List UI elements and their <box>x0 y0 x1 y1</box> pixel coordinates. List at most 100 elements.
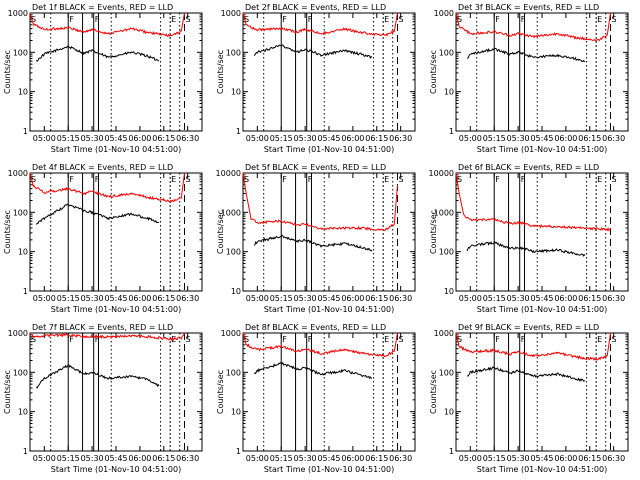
panel-title: Det 6f BLACK = Events, RED = LLD <box>458 163 599 172</box>
y-tick-label: 100 <box>13 368 28 377</box>
x-tick-label: 05:00 <box>459 294 482 303</box>
marker-label: S <box>244 175 249 184</box>
series-line-events <box>36 45 160 62</box>
series-line-lld <box>242 12 398 37</box>
x-tick-label: 06:00 <box>554 454 577 463</box>
x-axis-label: Start Time (01-Nov-10 04:51:00) <box>51 465 181 474</box>
marker-label: S <box>398 15 403 24</box>
x-tick-label: 05:15 <box>270 454 293 463</box>
x-tick-label: 05:30 <box>507 294 530 303</box>
series-line-events <box>466 240 586 257</box>
y-axis-label: Counts/sec <box>216 370 225 414</box>
marker-label: E <box>171 15 176 24</box>
y-tick-label: 100 <box>439 368 454 377</box>
series-line-lld <box>455 12 611 42</box>
x-axis-label: Start Time (01-Nov-10 04:51:00) <box>477 145 607 154</box>
marker-label: S <box>457 335 462 344</box>
y-tick-label: 10 <box>444 88 454 97</box>
series-line-events <box>253 361 373 380</box>
x-tick-label: 05:00 <box>246 454 269 463</box>
x-tick-label: 05:30 <box>81 294 104 303</box>
marker-label: S <box>611 175 616 184</box>
x-tick-label: 06:00 <box>554 294 577 303</box>
x-tick-label: 05:00 <box>33 454 56 463</box>
y-tick-label: 10000 <box>429 169 454 178</box>
y-tick-label: 100 <box>439 48 454 57</box>
x-tick-label: 05:45 <box>104 134 127 143</box>
y-tick-label: 100 <box>13 48 28 57</box>
y-tick-label: 1000 <box>434 329 454 338</box>
y-tick-label: 1 <box>449 127 454 136</box>
marker-label: E <box>597 335 602 344</box>
y-axis-label: Counts/sec <box>429 370 438 414</box>
series-line-events <box>36 364 160 389</box>
series-line-lld <box>29 12 185 38</box>
marker-label: E <box>384 15 389 24</box>
x-axis-label: Start Time (01-Nov-10 04:51:00) <box>477 465 607 474</box>
x-tick-label: 05:30 <box>294 454 317 463</box>
y-tick-label: 100 <box>439 248 454 257</box>
panel-title: Det 8f BLACK = Events, RED = LLD <box>245 323 386 332</box>
x-tick-label: 05:30 <box>507 454 530 463</box>
x-tick-label: 05:45 <box>530 134 553 143</box>
x-tick-label: 05:45 <box>104 294 127 303</box>
x-tick-label: 05:45 <box>530 294 553 303</box>
y-tick-label: 100 <box>226 48 241 57</box>
x-tick-label: 06:00 <box>128 454 151 463</box>
plot-frame <box>242 172 416 292</box>
x-axis-label: Start Time (01-Nov-10 04:51:00) <box>51 305 181 314</box>
y-tick-label: 10 <box>18 408 28 417</box>
marker-label: F <box>521 335 526 344</box>
y-tick-label: 100 <box>226 248 241 257</box>
x-tick-label: 05:30 <box>81 454 104 463</box>
x-tick-label: 05:15 <box>270 294 293 303</box>
x-tick-label: 06:00 <box>128 294 151 303</box>
x-axis-label: Start Time (01-Nov-10 04:51:00) <box>477 305 607 314</box>
y-tick-label: 1000 <box>221 208 241 217</box>
y-tick-label: 1000 <box>221 9 241 18</box>
x-tick-label: 06:30 <box>389 454 412 463</box>
x-tick-label: 05:00 <box>246 294 269 303</box>
marker-label: S <box>244 335 249 344</box>
marker-label: F <box>95 335 100 344</box>
x-tick-label: 05:45 <box>104 454 127 463</box>
x-tick-label: 06:00 <box>341 454 364 463</box>
marker-label: F <box>308 335 313 344</box>
x-tick-label: 06:30 <box>176 294 199 303</box>
detector-panel-3: Det 3f BLACK = Events, RED = LLD 1 10 100 10… <box>429 3 629 154</box>
detector-panel-4: Det 4f BLACK = Events, RED = LLD 1 10 100 10… <box>3 163 203 314</box>
marker-label: S <box>31 15 36 24</box>
x-tick-label: 06:30 <box>389 134 412 143</box>
y-tick-label: 10 <box>231 287 241 296</box>
detector-panel-9: Det 9f BLACK = Events, RED = LLD 1 10 100 10… <box>429 323 629 474</box>
y-tick-label: 1000 <box>434 208 454 217</box>
x-tick-label: 06:15 <box>578 134 601 143</box>
marker-label: S <box>611 335 616 344</box>
marker-label: E <box>384 175 389 184</box>
marker-label: E <box>597 15 602 24</box>
y-tick-label: 1 <box>23 447 28 456</box>
marker-label: S <box>457 175 462 184</box>
marker-label: F <box>282 15 287 24</box>
x-axis-label: Start Time (01-Nov-10 04:51:00) <box>264 465 394 474</box>
marker-label: F <box>521 175 526 184</box>
y-tick-label: 100 <box>13 208 28 217</box>
x-tick-label: 06:00 <box>128 134 151 143</box>
x-tick-label: 06:30 <box>602 294 625 303</box>
marker-label: S <box>185 175 190 184</box>
panel-title: Det 2f BLACK = Events, RED = LLD <box>245 3 386 12</box>
panel-title: Det 7f BLACK = Events, RED = LLD <box>32 323 173 332</box>
x-tick-label: 06:15 <box>152 454 175 463</box>
x-tick-label: 06:15 <box>152 134 175 143</box>
y-tick-label: 10 <box>444 287 454 296</box>
marker-label: F <box>521 15 526 24</box>
panel-title: Det 9f BLACK = Events, RED = LLD <box>458 323 599 332</box>
x-axis-label: Start Time (01-Nov-10 04:51:00) <box>264 305 394 314</box>
x-tick-label: 05:15 <box>57 134 80 143</box>
y-tick-label: 1 <box>236 447 241 456</box>
series-line-events <box>35 203 160 225</box>
x-tick-label: 05:30 <box>294 294 317 303</box>
y-tick-label: 1 <box>23 287 28 296</box>
marker-label: F <box>282 175 287 184</box>
